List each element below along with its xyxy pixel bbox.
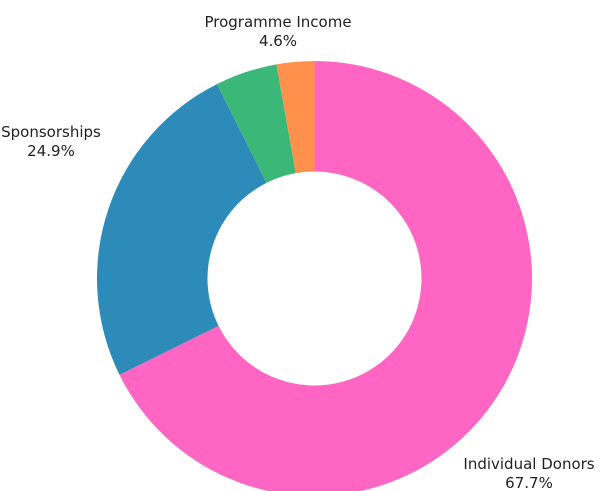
donut-slices — [97, 61, 532, 491]
slice-label-percent: 67.7% — [505, 474, 553, 491]
slice-label-name: Sponsorships — [1, 123, 101, 141]
slice-label-sponsorships: Sponsorships 24.9% — [1, 123, 101, 160]
slice-label-programme-income: Programme Income 4.6% — [204, 13, 351, 50]
slice-label-name: Programme Income — [204, 13, 351, 31]
slice-label-individual-donors: Individual Donors 67.7% — [463, 455, 594, 491]
slice-label-percent: 24.9% — [27, 142, 75, 160]
slice-label-percent: 4.6% — [259, 32, 297, 50]
slice-label-name: Individual Donors — [463, 455, 594, 473]
